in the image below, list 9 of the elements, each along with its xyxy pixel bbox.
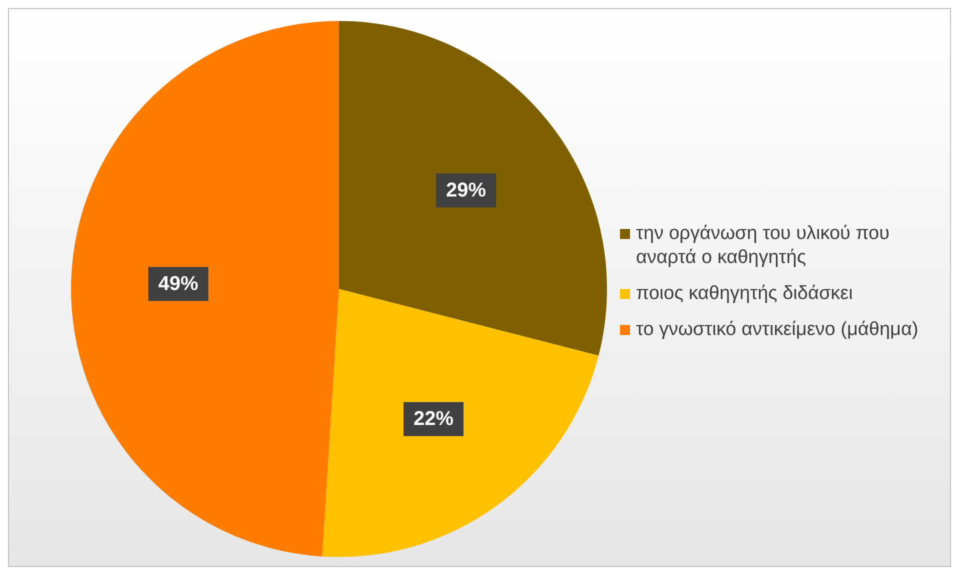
- data-label: 29%: [446, 179, 486, 202]
- data-label: 22%: [414, 408, 454, 430]
- data-label: 49%: [158, 272, 199, 295]
- legend-label: την οργάνωση του υλικού που αναρτά ο καθηγητής: [636, 222, 891, 270]
- legend-label: ποιος καθηγητής διδάσκει: [636, 282, 854, 306]
- legend-label: το γνωστικό αντικείμενο (μάθημα): [636, 318, 920, 342]
- pie-slice: [322, 289, 599, 556]
- pie-slice: [71, 21, 339, 556]
- pie-slice: [339, 21, 607, 356]
